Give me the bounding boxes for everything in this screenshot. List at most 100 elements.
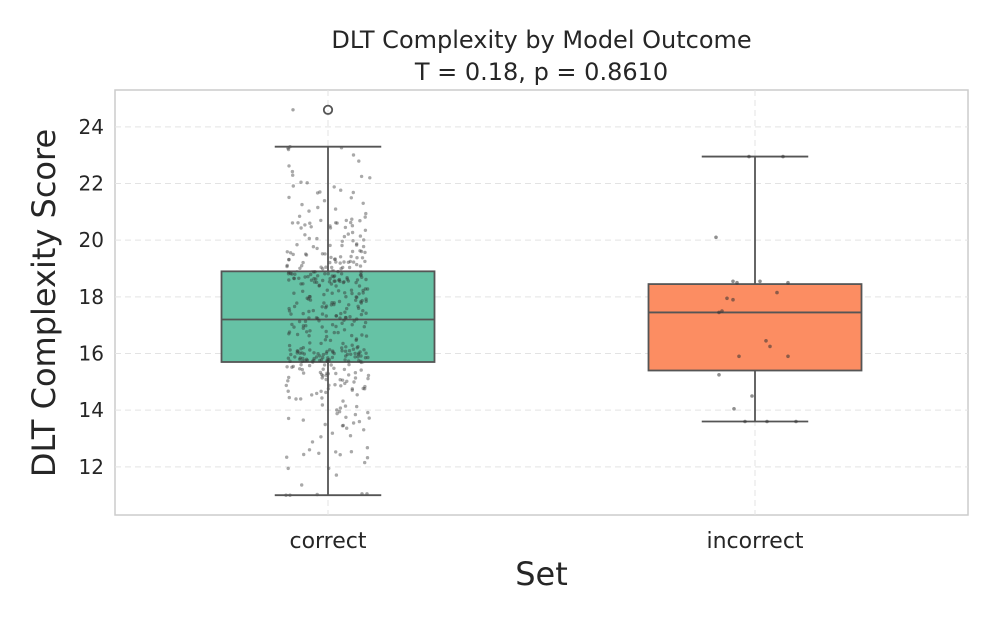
- jitter-point: [328, 348, 332, 352]
- jitter-point: [331, 349, 335, 353]
- jitter-point: [292, 304, 297, 309]
- jitter-point: [320, 305, 324, 309]
- jitter-point: [295, 301, 299, 305]
- jitter-point: [349, 450, 354, 454]
- jitter-point: [287, 278, 291, 282]
- jitter-point: [297, 276, 301, 280]
- jitter-point: [359, 301, 363, 305]
- jitter-point: [359, 273, 363, 277]
- jitter-point: [310, 440, 315, 444]
- jitter-point: [303, 359, 307, 363]
- jitter-point: [346, 359, 351, 363]
- jitter-point: [351, 347, 356, 351]
- jitter-point: [358, 350, 362, 354]
- jitter-point: [319, 341, 323, 346]
- jitter-point: [326, 358, 330, 362]
- box-correct: [220, 104, 436, 497]
- jitter-point: [350, 224, 355, 228]
- jitter-point: [343, 291, 347, 295]
- jitter-point: [324, 377, 328, 382]
- jitter-point: [308, 295, 312, 299]
- jitter-point: [300, 202, 304, 207]
- jitter-point: [362, 238, 366, 242]
- jitter-point: [312, 280, 317, 284]
- jitter-point: [350, 217, 354, 221]
- jitter-point: [290, 322, 294, 327]
- jitter-point: [286, 147, 291, 152]
- jitter-point: [339, 188, 343, 192]
- jitter-point: [300, 367, 304, 372]
- jitter-point: [304, 253, 309, 257]
- jitter-point: [301, 260, 305, 265]
- jitter-point: [332, 275, 336, 279]
- jitter-point: [293, 272, 297, 276]
- jitter-point: [361, 309, 365, 313]
- jitter-point: [351, 190, 355, 195]
- jitter-point: [310, 393, 314, 397]
- jitter-point: [332, 257, 337, 261]
- jitter-point: [328, 224, 332, 228]
- jitter-point: [315, 246, 319, 251]
- jitter-point: [363, 250, 367, 255]
- jitter-point: [291, 173, 295, 177]
- jitter-point: [319, 389, 323, 393]
- jitter-point: [322, 301, 326, 305]
- jitter-point: [307, 363, 312, 368]
- jitter-point: [334, 473, 339, 477]
- jitter-point: [363, 356, 368, 360]
- jitter-point: [362, 348, 366, 352]
- jitter-point: [318, 190, 322, 194]
- jitter-point: [327, 280, 332, 284]
- box-layer: [220, 104, 863, 497]
- jitter-point: [316, 274, 320, 278]
- jitter-point: [343, 404, 348, 408]
- jitter-point: [301, 371, 306, 375]
- jitter-point: [288, 271, 293, 276]
- jitter-point: [302, 452, 306, 457]
- jitter-point: [314, 277, 318, 281]
- jitter-point: [334, 371, 338, 376]
- jitter-point: [319, 372, 324, 377]
- jitter-point: [363, 320, 368, 325]
- jitter-point: [287, 270, 291, 274]
- jitter-point: [321, 367, 325, 371]
- jitter-point: [299, 180, 303, 184]
- jitter-point: [345, 277, 349, 281]
- jitter-point: [334, 221, 338, 225]
- jitter-point: [358, 249, 362, 253]
- jitter-point: [775, 290, 779, 295]
- jitter-point: [361, 291, 365, 295]
- jitter-point: [325, 288, 329, 292]
- jitter-point: [325, 359, 329, 363]
- jitter-point: [300, 483, 304, 487]
- jitter-point: [319, 218, 323, 223]
- jitter-point: [307, 209, 311, 213]
- jitter-point: [362, 428, 366, 432]
- jitter-point: [354, 243, 359, 247]
- jitter-point: [299, 282, 303, 286]
- jitter-point: [339, 267, 343, 271]
- jitter-point: [353, 351, 357, 356]
- jitter-point: [365, 287, 370, 291]
- jitter-point: [322, 292, 326, 297]
- jitter-point: [335, 411, 339, 416]
- jitter-point: [340, 243, 344, 248]
- jitter-point: [323, 252, 327, 256]
- jitter-point: [317, 283, 322, 287]
- jitter-point: [334, 450, 338, 454]
- jitter-point: [338, 453, 342, 457]
- jitter-point: [303, 319, 308, 324]
- jitter-point: [350, 343, 354, 347]
- jitter-point: [354, 298, 358, 302]
- y-tick-label: 12: [79, 455, 104, 479]
- jitter-point: [304, 252, 308, 256]
- jitter-point: [332, 351, 336, 356]
- jitter-point: [357, 292, 361, 296]
- jitter-point: [318, 354, 322, 358]
- jitter-point: [338, 406, 343, 410]
- jitter-point: [333, 257, 337, 261]
- jitter-point: [324, 329, 328, 334]
- jitter-point: [348, 259, 352, 264]
- jitter-point: [326, 360, 330, 364]
